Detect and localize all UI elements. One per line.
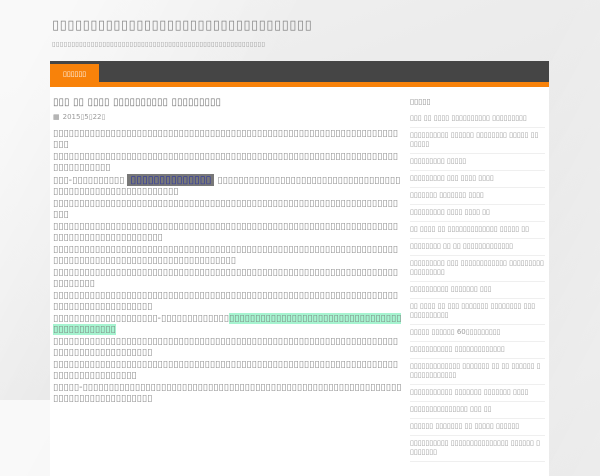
paragraph-text: ▯▯▯▯▯▯▯▯▯▯▯▯▯▯▯▯▯▯▯▯▯▯▯▯▯▯▯▯▯▯▯▯▯▯▯▯▯▯▯▯… [53, 151, 399, 173]
sidebar-post-link[interactable]: ▯▯▯▯▯ ▯▯▯▯▯▯ 60▯▯▯▯▯▯▯▯▯ [410, 328, 501, 336]
post-paragraph: ▯▯▯▯▯▯▯▯▯▯▯▯▯▯▯▯▯▯▯▯▯▯▯▯▯▯▯▯▯▯▯▯▯▯▯▯▯▯▯▯… [53, 151, 402, 173]
site-title[interactable]: ▯▯▯▯▯▯▯▯▯▯▯▯▯▯▯▯▯▯▯▯▯▯▯▯▯▯▯▯▯▯▯▯▯▯ [52, 18, 313, 33]
sidebar-post-link[interactable]: ▯▯▯▯▯▯▯▯▯▯▯▯▯▯▯ ▯▯▯ ▯▯ [410, 405, 492, 413]
post-date-row: ▦ 2015▯5▯22▯ [53, 113, 402, 121]
paragraph-text: ▯▯▯▯▯▯▯▯▯▯▯▯▯▯▯▯▯▯▯▯▯▯▯▯▯▯▯▯▯▯▯▯▯▯▯▯▯▯▯▯… [53, 221, 399, 243]
sidebar-item: ▯▯▯▯▯▯▯▯▯▯ ▯▯▯▯▯▯▯▯▯▯▯▯▯▯▯ ▯▯▯▯▯▯ ▯ ▯▯▯▯… [410, 436, 545, 462]
sidebar-post-link[interactable]: ▯▯▯▯▯▯▯▯▯▯ ▯▯▯▯▯▯ ▯▯▯▯▯▯▯▯ ▯▯▯▯▯ ▯▯ ▯▯▯▯… [410, 131, 539, 148]
calendar-icon: ▦ [53, 112, 60, 121]
sidebar-item: ▯▯▯▯▯▯▯▯ ▯▯ ▯▯ ▯▯▯▯▯▯▯▯▯▯▯▯▯ [410, 239, 545, 256]
site-header: ▯▯▯▯▯▯▯▯▯▯▯▯▯▯▯▯▯▯▯▯▯▯▯▯▯▯▯▯▯▯▯▯▯▯ ▯▯▯▯▯… [50, 0, 549, 48]
page-container: ▯▯▯▯▯▯▯▯▯▯▯▯▯▯▯▯▯▯▯▯▯▯▯▯▯▯▯▯▯▯▯▯▯▯ ▯▯▯▯▯… [50, 0, 549, 476]
sidebar-post-link[interactable]: ▯▯▯▯▯▯▯▯ ▯▯ ▯▯ ▯▯▯▯▯▯▯▯▯▯▯▯▯ [410, 242, 513, 250]
sidebar-item: ▯▯▯▯▯▯▯▯▯ ▯▯▯ ▯▯▯▯ ▯▯▯▯ [410, 171, 545, 188]
sidebar-post-link[interactable]: ▯▯▯▯▯▯▯▯▯▯▯ ▯▯▯▯▯▯▯▯▯▯▯▯▯ [410, 345, 505, 353]
paragraph-text: ▯▯▯▯▯-▯▯▯▯▯▯▯▯▯▯▯▯▯▯▯▯▯▯▯▯▯▯▯▯▯▯▯▯▯▯▯▯▯▯… [53, 382, 402, 404]
sidebar-item: ▯▯▯▯▯▯▯▯▯▯ ▯▯▯▯▯▯▯ ▯▯▯ [410, 282, 545, 299]
paragraph-text: ▯▯▯▯▯▯▯▯▯▯▯▯▯▯▯▯▯▯▯▯▯▯▯▯▯▯▯▯▯▯▯▯▯▯▯▯▯▯▯▯… [53, 128, 399, 150]
sidebar-item: ▯▯▯▯▯▯▯▯▯▯ ▯▯▯▯▯▯ ▯▯▯▯▯▯▯▯ ▯▯▯▯▯ ▯▯ ▯▯▯▯… [410, 128, 545, 154]
post-paragraph: ▯▯▯▯▯▯▯▯▯▯▯▯▯▯▯▯▯▯▯▯▯▯▯▯▯▯▯▯▯▯▯▯▯▯▯▯▯▯▯▯… [53, 290, 402, 312]
sidebar-post-link[interactable]: ▯▯▯▯▯▯▯ ▯▯▯▯▯▯▯ ▯▯▯▯ [410, 191, 484, 199]
sidebar-item: ▯▯▯▯▯ ▯▯▯▯▯▯ 60▯▯▯▯▯▯▯▯▯ [410, 325, 545, 342]
sidebar: ▯▯▯▯▯ ▯▯▯ ▯▯ ▯▯▯▯ ▯▯▯▯▯▯▯▯▯▯ ▯▯▯▯▯▯▯▯▯ ▯▯… [410, 97, 545, 462]
sidebar-post-link[interactable]: ▯▯ ▯▯▯▯ ▯▯ ▯▯▯▯▯▯▯▯▯▯▯▯▯ ▯▯▯▯▯ ▯▯ [410, 225, 529, 233]
post-paragraph: ▯▯▯▯▯▯▯▯▯▯▯▯▯▯▯▯▯▯▯▯▯▯▯▯▯▯▯▯▯▯▯▯▯▯▯▯▯▯▯▯… [53, 359, 402, 381]
sidebar-recent-posts-list: ▯▯▯ ▯▯ ▯▯▯▯ ▯▯▯▯▯▯▯▯▯▯ ▯▯▯▯▯▯▯▯▯ ▯▯▯▯▯▯▯▯… [410, 111, 545, 462]
post-paragraph: ▯▯▯▯▯▯▯▯▯▯▯▯▯▯▯▯▯▯▯▯▯▯▯▯▯▯▯▯▯▯▯▯▯▯▯▯▯▯▯▯… [53, 336, 402, 358]
sidebar-item: ▯▯▯▯▯▯▯▯▯▯▯▯▯▯▯ ▯▯▯ ▯▯ [410, 402, 545, 419]
sidebar-heading: ▯▯▯▯▯ [410, 97, 431, 106]
sidebar-item: ▯▯ ▯▯▯▯ ▯▯ ▯▯▯▯▯▯▯▯▯▯▯▯▯ ▯▯▯▯▯ ▯▯ [410, 222, 545, 239]
inline-highlighted-link[interactable]: ▯▯▯▯▯▯▯▯▯▯▯▯▯▯ [127, 174, 215, 186]
sidebar-post-link[interactable]: ▯▯▯ ▯▯ ▯▯▯▯ ▯▯▯▯▯▯▯▯▯▯ ▯▯▯▯▯▯▯▯▯ [410, 114, 527, 122]
paragraph-text: ▯▯▯▯▯▯▯▯▯▯▯▯▯▯▯▯▯▯▯▯▯▯▯▯▯▯▯▯▯▯▯▯▯▯▯▯▯▯▯▯… [53, 267, 399, 289]
sidebar-post-link[interactable]: ▯▯▯▯▯▯ ▯▯▯▯▯▯▯ ▯▯ ▯▯▯▯▯ ▯▯▯▯▯▯ [410, 422, 520, 430]
nav-item-home[interactable]: ▯▯▯▯▯▯ [50, 64, 100, 85]
sidebar-post-link[interactable]: ▯▯▯▯▯▯▯▯▯ ▯▯▯▯▯ [410, 157, 467, 165]
sidebar-post-link[interactable]: ▯▯ ▯▯▯▯ ▯▯ ▯▯▯ ▯▯▯▯▯▯▯ ▯▯▯▯▯▯▯▯ ▯▯▯ ▯▯▯▯… [410, 302, 536, 319]
post-article: ▯▯▯ ▯▯ ▯▯▯▯ ▯▯▯▯▯▯▯▯▯▯ ▯▯▯▯▯▯▯▯▯ ▦ 2015▯… [53, 97, 402, 462]
paragraph-text: ▯▯▯▯▯▯▯▯▯▯▯▯▯▯▯▯▯▯▯▯▯▯▯▯▯▯▯▯▯▯▯▯▯▯▯▯▯▯▯▯… [53, 175, 401, 197]
post-paragraph: ▯▯▯▯▯▯▯▯▯▯▯▯▯▯▯▯▯▯▯▯▯▯▯▯▯▯▯▯▯▯▯▯▯▯▯▯▯▯▯▯… [53, 221, 402, 243]
paragraph-text: ▯▯▯▯▯▯▯▯▯▯▯▯▯▯▯▯▯▯▯▯▯▯▯▯▯▯▯▯▯▯▯▯▯▯▯▯▯▯▯▯… [53, 336, 399, 358]
post-paragraph: ▯▯▯▯▯▯▯▯▯▯▯▯▯▯▯▯▯▯▯▯▯▯▯▯▯▯▯▯▯▯▯▯▯▯▯▯▯▯▯▯… [53, 244, 402, 266]
post-paragraph: ▯▯▯▯▯▯▯▯▯▯▯▯▯▯▯▯▯▯▯▯▯▯▯▯▯▯▯▯▯▯▯▯▯▯▯▯▯▯▯▯… [53, 198, 402, 220]
sidebar-item: ▯▯▯▯▯▯▯ ▯▯▯▯▯▯▯ ▯▯▯▯ [410, 188, 545, 205]
post-date: 2015▯5▯22▯ [62, 113, 106, 121]
paragraph-text: ▯▯▯-▯▯▯▯▯▯▯▯▯▯ [53, 175, 128, 186]
sidebar-post-link[interactable]: ▯▯▯▯▯▯▯▯▯▯ ▯▯▯▯▯▯▯▯▯▯▯▯▯▯▯ ▯▯▯▯▯▯ ▯ ▯▯▯▯… [410, 439, 540, 456]
post-paragraph: ▯▯▯▯▯▯▯▯▯▯▯▯▯▯▯▯▯▯▯▯▯▯▯▯▯▯▯▯▯▯▯▯▯▯▯▯▯▯▯▯… [53, 128, 402, 150]
paragraph-text: ▯▯▯▯▯▯▯▯▯▯▯▯▯▯▯▯▯▯▯▯▯▯▯▯▯▯▯▯▯▯▯▯▯▯▯▯▯▯▯▯… [53, 244, 399, 266]
sidebar-post-link[interactable]: ▯▯▯▯▯▯▯▯▯▯ ▯▯▯▯▯▯▯ ▯▯▯ [410, 285, 492, 293]
sidebar-item: ▯▯▯▯▯▯ ▯▯▯▯▯▯▯ ▯▯ ▯▯▯▯▯ ▯▯▯▯▯▯ [410, 419, 545, 436]
sidebar-item: ▯▯▯▯▯▯▯▯▯ ▯▯▯▯▯ [410, 154, 545, 171]
sidebar-item: ▯▯▯ ▯▯ ▯▯▯▯ ▯▯▯▯▯▯▯▯▯▯ ▯▯▯▯▯▯▯▯▯ [410, 111, 545, 128]
post-paragraph: ▯▯▯▯▯▯▯▯▯▯▯▯▯▯▯▯▯▯▯▯-▯▯▯▯▯▯▯▯▯▯▯▯▯▯▯▯▯▯▯… [53, 313, 402, 335]
main-nav: ▯▯▯▯▯▯ [50, 61, 549, 87]
desktop-background: { "header": { "site_title": "▯▯▯▯▯▯▯▯▯▯▯… [0, 0, 600, 462]
sidebar-post-link[interactable]: ▯▯▯▯▯▯▯▯▯ ▯▯▯▯ ▯▯▯▯ ▯▯ [410, 208, 490, 216]
sidebar-item: ▯▯▯▯▯▯▯▯▯▯▯ ▯▯▯▯▯▯▯ ▯▯▯▯▯▯▯ ▯▯▯▯ [410, 385, 545, 402]
paragraph-text: ▯▯▯▯▯▯▯▯▯▯▯▯▯▯▯▯▯▯▯▯▯▯▯▯▯▯▯▯▯▯▯▯▯▯▯▯▯▯▯▯… [53, 198, 399, 220]
post-paragraph: ▯▯▯▯▯▯▯▯▯▯▯▯▯▯▯▯▯▯▯▯▯▯▯▯▯▯▯▯▯▯▯▯▯▯▯▯▯▯▯▯… [53, 267, 402, 289]
site-tagline: ▯▯▯▯▯▯▯▯▯▯▯▯▯▯▯▯▯▯▯▯▯▯▯▯▯▯▯▯▯▯▯▯▯▯▯▯▯▯▯▯… [52, 40, 266, 48]
content-card: ▯▯▯ ▯▯ ▯▯▯▯ ▯▯▯▯▯▯▯▯▯▯ ▯▯▯▯▯▯▯▯▯ ▦ 2015▯… [50, 87, 549, 476]
post-paragraph: ▯▯▯▯▯-▯▯▯▯▯▯▯▯▯▯▯▯▯▯▯▯▯▯▯▯▯▯▯▯▯▯▯▯▯▯▯▯▯▯… [53, 382, 402, 404]
sidebar-item: ▯▯▯▯▯▯▯▯▯ ▯▯▯ ▯▯▯▯▯▯▯▯▯▯▯▯ ▯▯▯▯▯▯▯▯▯ ▯▯▯… [410, 256, 545, 282]
post-title: ▯▯▯ ▯▯ ▯▯▯▯ ▯▯▯▯▯▯▯▯▯▯ ▯▯▯▯▯▯▯▯▯ [53, 97, 222, 108]
paragraph-text: ▯▯▯▯▯▯▯▯▯▯▯▯▯▯▯▯▯▯▯▯▯▯▯▯▯▯▯▯▯▯▯▯▯▯▯▯▯▯▯▯… [53, 359, 399, 381]
sidebar-item: ▯▯▯▯▯▯▯▯▯▯▯ ▯▯▯▯▯▯▯▯▯▯▯▯▯ [410, 342, 545, 359]
sidebar-post-link[interactable]: ▯▯▯▯▯▯▯▯▯ ▯▯▯ ▯▯▯▯▯▯▯▯▯▯▯▯ ▯▯▯▯▯▯▯▯▯ ▯▯▯… [410, 259, 544, 276]
sidebar-post-link[interactable]: ▯▯▯▯▯▯▯▯▯▯▯ ▯▯▯▯▯▯▯ ▯▯▯▯▯▯▯ ▯▯▯▯ [410, 388, 529, 396]
sidebar-item: ▯▯ ▯▯▯▯ ▯▯ ▯▯▯ ▯▯▯▯▯▯▯ ▯▯▯▯▯▯▯▯ ▯▯▯ ▯▯▯▯… [410, 299, 545, 325]
sidebar-item: ▯▯▯▯▯▯▯▯▯ ▯▯▯▯ ▯▯▯▯ ▯▯ [410, 205, 545, 222]
paragraph-text: ▯▯▯▯▯▯▯▯▯▯▯▯▯▯▯▯▯▯▯▯-▯▯▯▯▯▯▯▯▯▯▯▯▯ [53, 313, 229, 324]
post-paragraph: ▯▯▯-▯▯▯▯▯▯▯▯▯▯ ▯▯▯▯▯▯▯▯▯▯▯▯▯▯ ▯▯▯▯▯▯▯▯▯▯… [53, 174, 402, 197]
sidebar-post-link[interactable]: ▯▯▯▯▯▯▯▯▯▯▯▯▯ ▯▯▯▯▯▯▯ ▯▯ ▯▯ ▯▯▯▯▯▯ ▯ ▯▯▯… [410, 362, 541, 379]
sidebar-post-link[interactable]: ▯▯▯▯▯▯▯▯▯ ▯▯▯ ▯▯▯▯ ▯▯▯▯ [410, 174, 494, 182]
paragraph-text: ▯▯▯▯▯▯▯▯▯▯▯▯▯▯▯▯▯▯▯▯▯▯▯▯▯▯▯▯▯▯▯▯▯▯▯▯▯▯▯▯… [53, 290, 399, 312]
post-body: ▯▯▯▯▯▯▯▯▯▯▯▯▯▯▯▯▯▯▯▯▯▯▯▯▯▯▯▯▯▯▯▯▯▯▯▯▯▯▯▯… [53, 128, 402, 404]
sidebar-item: ▯▯▯▯▯▯▯▯▯▯▯▯▯ ▯▯▯▯▯▯▯ ▯▯ ▯▯ ▯▯▯▯▯▯ ▯ ▯▯▯… [410, 359, 545, 385]
